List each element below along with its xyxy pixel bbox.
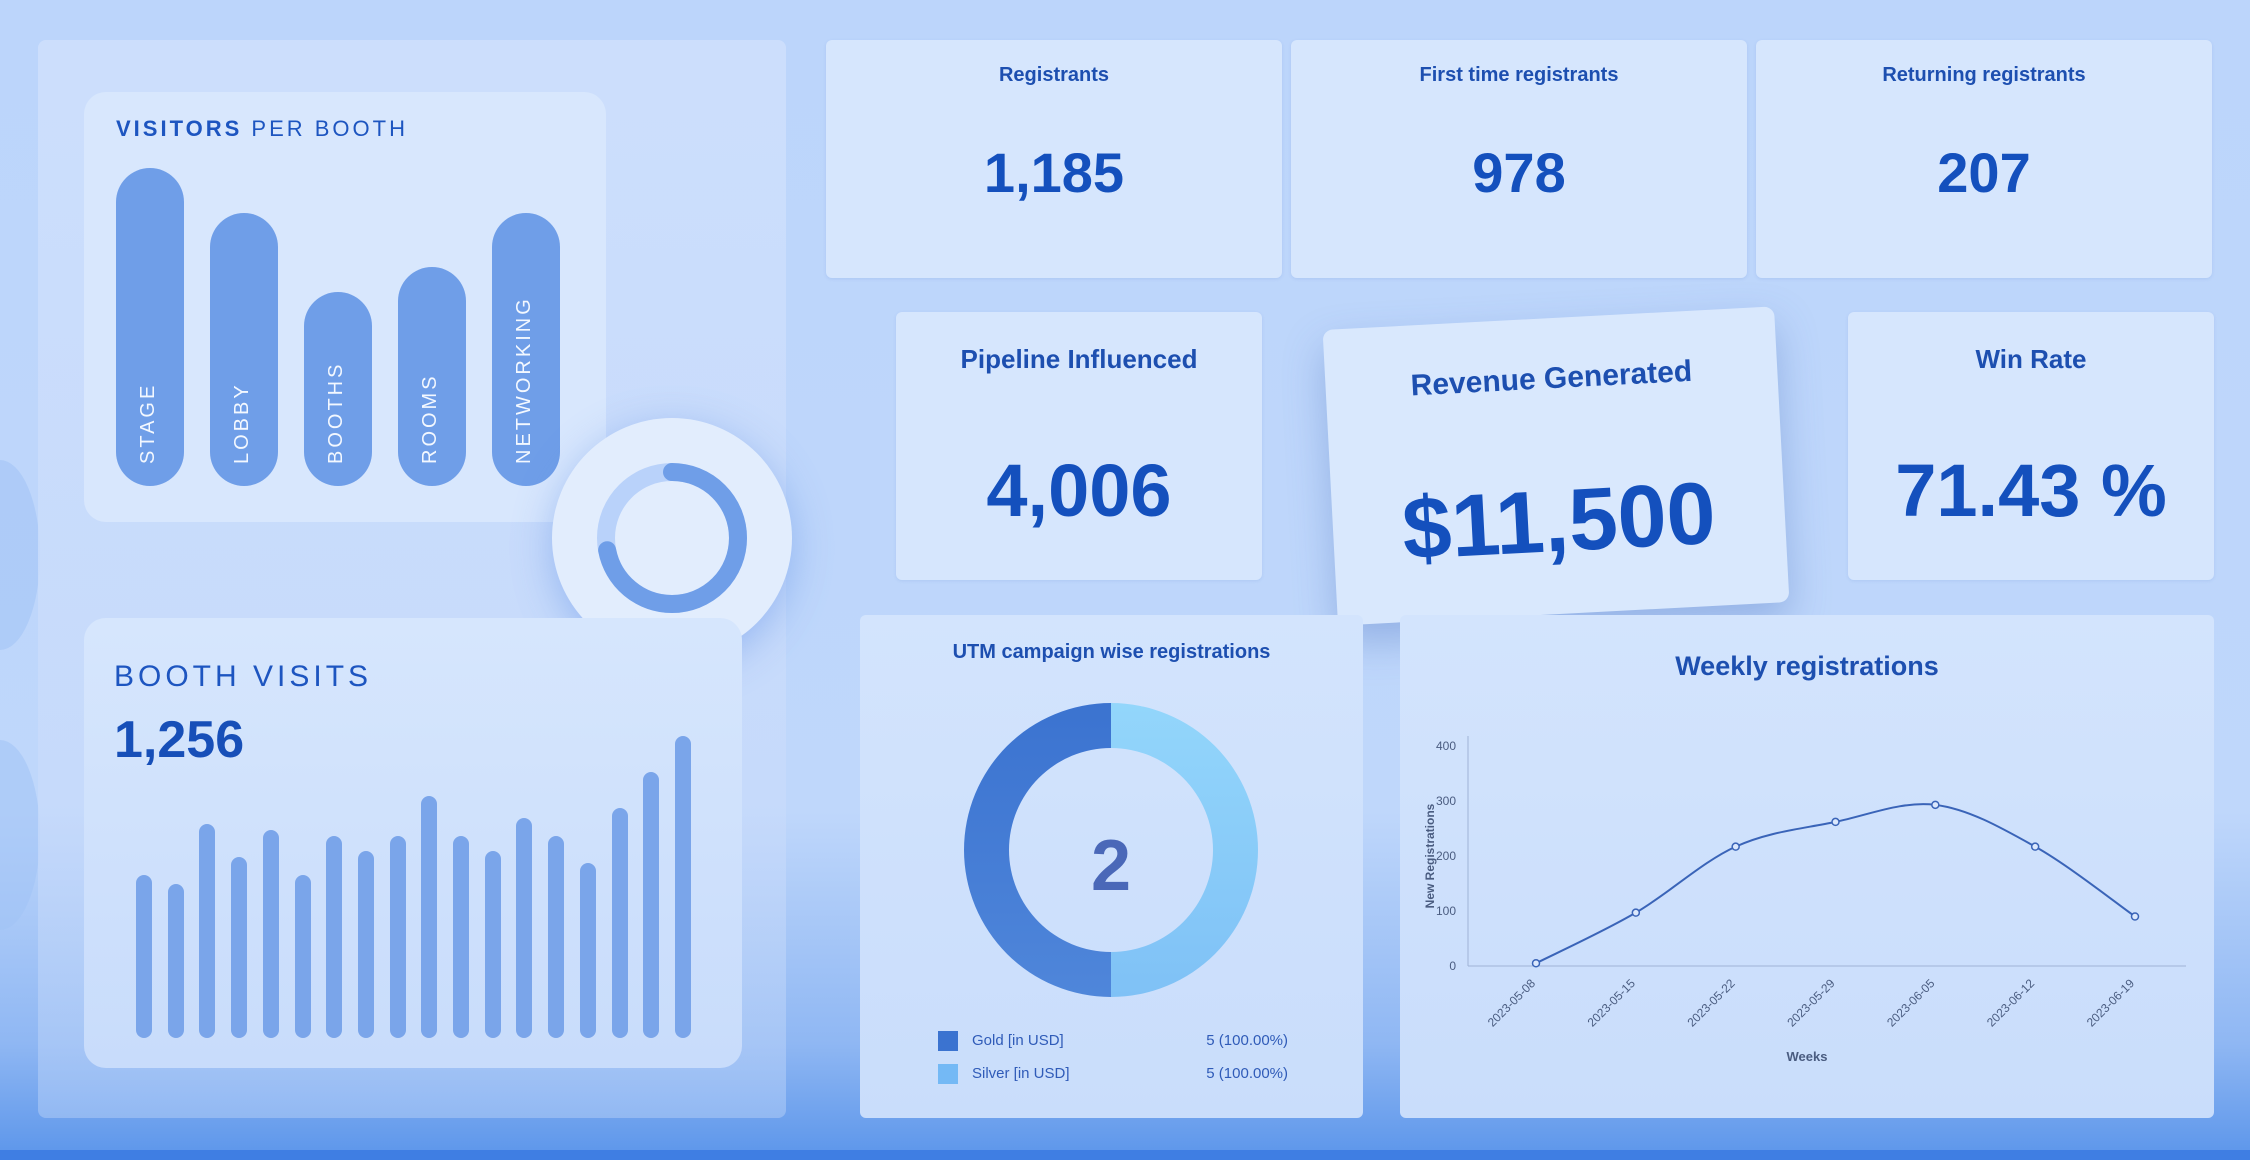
series-line — [1535, 803, 2136, 965]
legend-swatch — [938, 1031, 958, 1051]
win-rate-label: Win Rate — [1975, 344, 2087, 374]
legend-swatch — [938, 1064, 958, 1084]
progress-ring-arc — [597, 463, 747, 613]
booth-visits-title: BOOTH VISITS — [114, 660, 373, 693]
legend-value: 5 (100.00%) — [1206, 1032, 1288, 1049]
y-tick-label: 100 — [1436, 904, 1456, 918]
progress-ring-graphic — [597, 463, 747, 613]
donut-center-value: 2 — [1091, 826, 1131, 906]
x-tick-label: 2023-05-15 — [1585, 976, 1639, 1030]
background-decoration — [0, 740, 40, 930]
y-tick-label: 0 — [1449, 959, 1456, 973]
data-point[interactable] — [1631, 908, 1641, 917]
data-point[interactable] — [2130, 912, 2140, 921]
booth-visits-bar[interactable] — [643, 772, 659, 1038]
booth-visits-bar[interactable] — [548, 836, 564, 1038]
x-tick-label: 2023-06-05 — [1884, 976, 1938, 1030]
data-point[interactable] — [1531, 959, 1541, 968]
y-tick-label: 300 — [1436, 794, 1456, 808]
utm-campaign-card: UTM campaign wise registrations 2 Gold [… — [860, 615, 1363, 1118]
data-point[interactable] — [1831, 817, 1840, 827]
legend-item-silver[interactable]: Silver [in USD] 5 (100.00%) — [938, 1062, 1288, 1086]
booth-visits-bar[interactable] — [675, 736, 691, 1038]
background-decoration — [0, 460, 40, 650]
x-tick-label: 2023-06-19 — [2084, 976, 2138, 1030]
booth-bar-stage[interactable]: STAGE — [116, 168, 184, 486]
booth-visits-bar[interactable] — [516, 818, 532, 1038]
booth-visits-card: BOOTH VISITS 1,256 — [84, 618, 742, 1068]
win-rate-value: 71.43 % — [1895, 449, 2167, 532]
pipeline-influenced-card: Pipeline Influenced 4,006 — [896, 312, 1262, 580]
booth-visits-bar[interactable] — [168, 884, 184, 1038]
booth-bar-label: LOBBY — [231, 382, 253, 464]
booth-visits-bar[interactable] — [485, 851, 501, 1038]
x-tick-label: 2023-05-29 — [1784, 976, 1838, 1030]
returning-registrants-card: Returning registrants 207 — [1756, 40, 2212, 278]
y-tick-label: 400 — [1436, 739, 1456, 753]
booth-visits-value: 1,256 — [114, 711, 245, 769]
booth-visits-bar[interactable] — [136, 875, 152, 1038]
first-time-registrants-card: First time registrants 978 — [1291, 40, 1747, 278]
win-rate-card: Win Rate 71.43 % — [1848, 312, 2214, 580]
visitors-per-booth-title: VISITORS PER BOOTH — [116, 116, 408, 141]
revenue-generated-value: $11,500 — [1399, 462, 1718, 579]
booth-bar-label: ROOMS — [419, 373, 441, 464]
booth-visits-bar[interactable] — [421, 796, 437, 1038]
x-axis-title: Weeks — [1787, 1049, 1828, 1064]
returning-registrants-label: Returning registrants — [1882, 64, 2086, 86]
booth-bar-networking[interactable]: NETWORKING — [492, 213, 560, 486]
returning-registrants-value: 207 — [1937, 141, 2031, 204]
data-point[interactable] — [1731, 842, 1740, 851]
revenue-generated-label: Revenue Generated — [1409, 354, 1693, 403]
donut-slice-gold[interactable] — [964, 703, 1111, 997]
legend-item-gold[interactable]: Gold [in USD] 5 (100.00%) — [938, 1029, 1288, 1053]
booth-visits-bar[interactable] — [453, 836, 469, 1038]
booth-bar-label: NETWORKING — [513, 296, 535, 464]
utm-donut-chart: 2 — [964, 703, 1258, 997]
weekly-registrations-card: Weekly registrations 0 100 200 300 400 2023-0… — [1400, 615, 2214, 1118]
utm-campaign-title: UTM campaign wise registrations — [952, 641, 1271, 663]
x-tick-label: 2023-06-12 — [1984, 976, 2038, 1030]
booth-visits-bar[interactable] — [295, 875, 311, 1038]
registrants-label: Registrants — [998, 64, 1110, 86]
x-tick-label: 2023-05-22 — [1684, 976, 1738, 1030]
pipeline-influenced-value: 4,006 — [986, 449, 1172, 532]
revenue-generated-card: Revenue Generated $11,500 — [1322, 306, 1790, 626]
booth-bar-label: STAGE — [137, 382, 159, 464]
pipeline-influenced-label: Pipeline Influenced — [960, 344, 1198, 374]
booth-visits-bar[interactable] — [263, 830, 279, 1038]
weekly-registrations-title: Weekly registrations — [1675, 651, 1939, 681]
data-point[interactable] — [1931, 800, 1940, 810]
booth-bar-label: BOOTHS — [325, 361, 347, 464]
bottom-bar — [0, 1150, 2250, 1160]
legend-label: Gold [in USD] — [972, 1032, 1064, 1049]
legend-label: Silver [in USD] — [972, 1065, 1070, 1082]
booth-bar-booths[interactable]: BOOTHS — [304, 292, 372, 486]
y-axis-title: New Registrations — [1423, 803, 1437, 908]
booth-visits-bar[interactable] — [199, 824, 215, 1038]
first-time-registrants-label: First time registrants — [1419, 64, 1619, 86]
booth-bar-rooms[interactable]: ROOMS — [398, 267, 466, 486]
registrants-card: Registrants 1,185 — [826, 40, 1282, 278]
legend-value: 5 (100.00%) — [1206, 1065, 1288, 1082]
weekly-line-chart: 0 100 200 300 400 2023-05-08 2023-05-15 2023-05… — [1423, 736, 2186, 1064]
booth-visits-bar[interactable] — [612, 808, 628, 1038]
first-time-registrants-value: 978 — [1472, 141, 1566, 204]
booth-visits-bar[interactable] — [390, 836, 406, 1038]
booth-bar-lobby[interactable]: LOBBY — [210, 213, 278, 486]
y-tick-label: 200 — [1436, 849, 1456, 863]
booth-visits-bar[interactable] — [358, 851, 374, 1038]
visitors-per-booth-card: VISITORS PER BOOTH STAGE LOBBY BOOTHS ROOMS… — [84, 92, 606, 522]
booth-visits-bar[interactable] — [580, 863, 596, 1038]
booth-visits-bar[interactable] — [231, 857, 247, 1038]
registrants-value: 1,185 — [983, 141, 1125, 204]
data-point[interactable] — [2030, 842, 2040, 851]
x-tick-label: 2023-05-08 — [1485, 976, 1539, 1030]
donut-slice-silver[interactable] — [1111, 703, 1258, 997]
booth-visits-bar[interactable] — [326, 836, 342, 1038]
